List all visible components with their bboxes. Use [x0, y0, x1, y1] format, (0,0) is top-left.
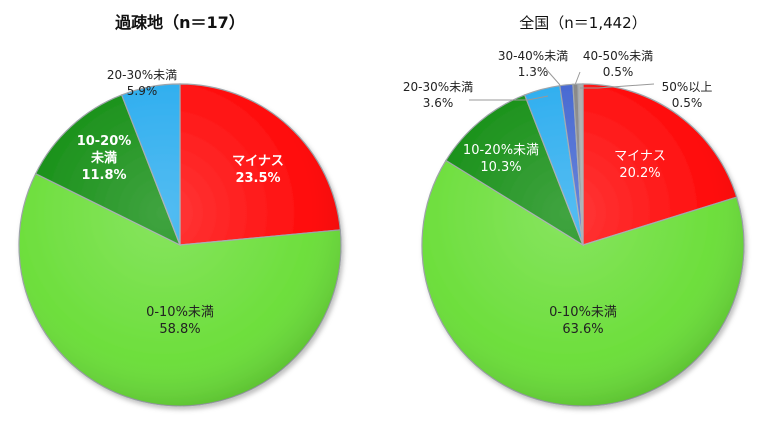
slice-label-line-national-6-0: 50%以上	[662, 80, 713, 94]
slice-label-rural-3: 20-30%未満 5.9%	[107, 68, 177, 98]
pie-gloss-rural	[19, 84, 341, 406]
slice-label-line-rural-0-1: 23.5%	[235, 171, 280, 186]
slice-label-line-rural-1-1: 58.8%	[159, 322, 200, 337]
slice-label-line-national-6-1: 0.5%	[672, 96, 703, 110]
slice-label-line-national-3-0: 20-30%未満	[403, 80, 473, 94]
slice-label-line-national-4-1: 1.3%	[518, 65, 549, 79]
slice-label-line-rural-2-0: 10-20%	[77, 134, 132, 149]
slice-label-rural-2: 10-20%未満 11.8%	[77, 134, 132, 183]
slice-label-rural-1: 0-10%未満 58.8%	[146, 305, 214, 337]
slice-label-line-national-0-1: 20.2%	[619, 166, 660, 181]
slice-labels: マイナス 23.5% 0-10%未満 58.8% 10-20%未満 11.8% 20-30%…	[77, 49, 713, 337]
slice-label-rural-0: マイナス 23.5%	[232, 154, 284, 186]
slice-label-line-rural-0-0: マイナス	[232, 154, 284, 169]
slice-label-national-4: 30-40%未満 1.3%	[498, 49, 568, 79]
slice-label-line-national-0-0: マイナス	[614, 149, 666, 164]
slice-label-national-5: 40-50%未満 0.5%	[583, 49, 653, 79]
leader-line-national-5	[574, 71, 581, 86]
pie-rural	[18, 83, 342, 407]
slice-label-line-rural-2-2: 11.8%	[81, 168, 126, 183]
slice-label-line-national-1-0: 0-10%未満	[549, 305, 617, 320]
slice-label-line-rural-2-1: 未満	[90, 150, 117, 166]
leader-line-national-3	[469, 95, 549, 101]
slice-label-national-1: 0-10%未満 63.6%	[549, 305, 617, 337]
slice-label-line-rural-3-1: 5.9%	[127, 84, 158, 98]
chart-title-national: 全国（n＝1,442）	[519, 14, 646, 32]
slice-label-line-national-2-0: 10-20%未満	[463, 143, 539, 158]
pie-gloss-national	[422, 84, 744, 406]
slice-label-line-rural-1-0: 0-10%未満	[146, 305, 214, 320]
chart-title-rural: 過疎地（n＝17）	[114, 13, 245, 32]
slice-label-national-0: マイナス 20.2%	[614, 149, 666, 181]
slice-label-line-rural-3-0: 20-30%未満	[107, 68, 177, 82]
pie-national	[421, 83, 745, 407]
slice-label-line-national-3-1: 3.6%	[423, 96, 454, 110]
slice-label-line-national-5-1: 0.5%	[603, 65, 634, 79]
leader-line-national-6	[580, 83, 655, 89]
slice-label-line-national-1-1: 63.6%	[562, 322, 603, 337]
slice-label-line-national-5-0: 40-50%未満	[583, 49, 653, 63]
leader-line-national-4	[544, 67, 561, 86]
slice-label-national-3: 20-30%未満 3.6%	[403, 80, 473, 110]
slice-label-national-2: 10-20%未満 10.3%	[463, 143, 539, 175]
slice-label-line-national-4-0: 30-40%未満	[498, 49, 568, 63]
slice-label-national-6: 50%以上 0.5%	[662, 80, 713, 110]
slice-label-line-national-2-1: 10.3%	[480, 160, 521, 175]
